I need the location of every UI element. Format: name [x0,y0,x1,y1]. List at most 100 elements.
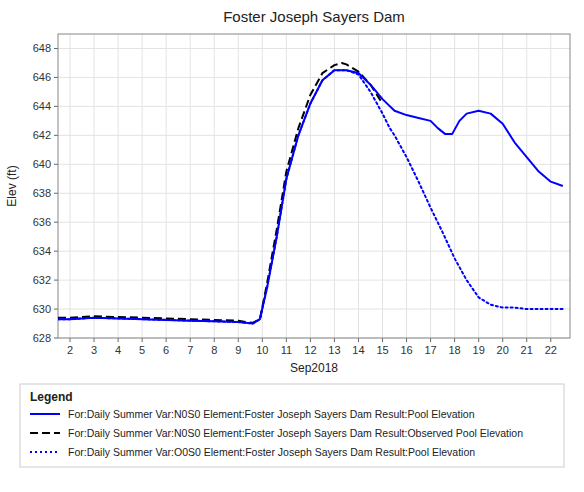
x-tick-label: 4 [115,344,121,356]
plot-frame [58,34,570,338]
y-tick [54,77,58,78]
legend-title: Legend [30,390,73,404]
y-tick [54,222,58,223]
x-axis-label: Sep2018 [290,361,338,375]
legend-entry: For:Daily Summer Var:O0S0 Element:Foster… [68,446,475,458]
y-tick [54,280,58,281]
x-tick [502,338,503,342]
x-tick-label: 17 [424,344,436,356]
series-lines [58,63,563,324]
grid-line [262,34,263,338]
grid-line [94,34,95,338]
y-tick-label: 648 [33,42,51,54]
grid-line [58,280,570,281]
x-tick-label: 12 [304,344,316,356]
x-tick-label: 11 [281,344,292,356]
y-tick-label: 636 [33,216,51,228]
y-tick [54,135,58,136]
grid-line [166,34,167,338]
grid-line [70,34,71,338]
y-tick [54,309,58,310]
grid-line [58,135,570,136]
legend-entry: For:Daily Summer Var:N0S0 Element:Foster… [68,408,475,420]
grid-line [478,34,479,338]
x-tick-label: 9 [235,344,241,356]
x-tick-label: 22 [545,344,557,356]
x-tick [454,338,455,342]
grid-line [382,34,383,338]
grid-line [334,34,335,338]
x-tick [550,338,551,342]
x-tick-label: 10 [256,344,268,356]
grid-line [118,34,119,338]
grid-line [142,34,143,338]
x-tick-label: 3 [91,344,97,356]
x-tick [118,338,119,342]
x-tick [310,338,311,342]
grid-line [454,34,455,338]
legend-entry: For:Daily Summer Var:N0S0 Element:Foster… [68,427,523,439]
grid-line [358,34,359,338]
x-tick [142,338,143,342]
x-tick [430,338,431,342]
grid-line [214,34,215,338]
x-tick-label: 14 [352,344,364,356]
y-tick [54,193,58,194]
x-tick-label: 16 [400,344,412,356]
grid-line [190,34,191,338]
series-line [58,63,383,323]
chart-title: Foster Joseph Sayers Dam [223,8,405,25]
ticks: 6286306326346366386406426446466482345678… [33,42,557,356]
x-tick [190,338,191,342]
y-tick-label: 632 [33,274,51,286]
x-tick [70,338,71,342]
y-tick [54,338,58,339]
x-tick [286,338,287,342]
series-line [58,70,563,323]
grid-line [430,34,431,338]
x-tick-label: 5 [139,344,145,356]
y-tick-label: 634 [33,245,51,257]
y-tick-label: 644 [33,100,51,112]
grid-line [58,222,570,223]
grid [58,34,570,338]
legend-swatch [30,432,60,434]
x-tick [526,338,527,342]
x-tick-label: 20 [497,344,509,356]
legend-swatch [30,413,60,415]
grid-line [58,164,570,165]
legend-box [20,384,564,467]
grid-line [58,48,570,49]
grid-line [406,34,407,338]
grid-line [526,34,527,338]
x-tick-label: 8 [211,344,217,356]
series-line [58,70,563,323]
y-tick-label: 642 [33,129,51,141]
x-tick-label: 15 [376,344,388,356]
y-tick-label: 638 [33,187,51,199]
grid-line [58,251,570,252]
grid-line [58,193,570,194]
plot-area [58,34,570,338]
x-tick-label: 7 [187,344,193,356]
x-tick [334,338,335,342]
x-tick [166,338,167,342]
legend-swatch [30,451,60,453]
x-tick-label: 13 [328,344,340,356]
y-tick-label: 646 [33,71,51,83]
x-tick [262,338,263,342]
x-tick [238,338,239,342]
x-tick-label: 19 [473,344,485,356]
y-tick-label: 640 [33,158,51,170]
x-tick [94,338,95,342]
grid-line [238,34,239,338]
y-tick-label: 630 [33,303,51,315]
x-tick [406,338,407,342]
grid-line [502,34,503,338]
grid-line [58,77,570,78]
x-tick [382,338,383,342]
chart: Foster Joseph Sayers Dam6286306326346366… [0,0,584,492]
x-tick-label: 21 [521,344,533,356]
y-tick [54,164,58,165]
x-tick [358,338,359,342]
